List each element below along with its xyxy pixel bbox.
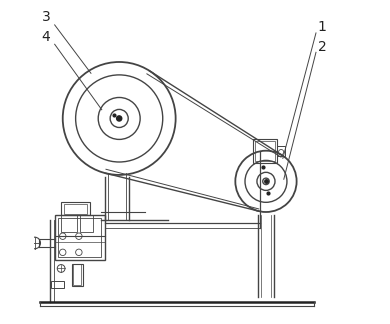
Bar — [277, 146, 285, 156]
Bar — [253, 139, 277, 163]
Bar — [51, 281, 64, 288]
Text: 4: 4 — [42, 30, 51, 44]
Text: 2: 2 — [317, 40, 326, 54]
Bar — [64, 204, 87, 214]
Bar — [58, 218, 101, 257]
Bar — [80, 214, 93, 232]
Bar — [73, 264, 81, 284]
Text: 3: 3 — [42, 10, 51, 24]
Bar — [61, 202, 90, 215]
Bar — [255, 141, 275, 161]
Bar — [55, 215, 105, 260]
Text: 1: 1 — [317, 20, 326, 34]
Bar — [71, 264, 83, 286]
Circle shape — [117, 116, 122, 121]
Bar — [61, 214, 77, 232]
